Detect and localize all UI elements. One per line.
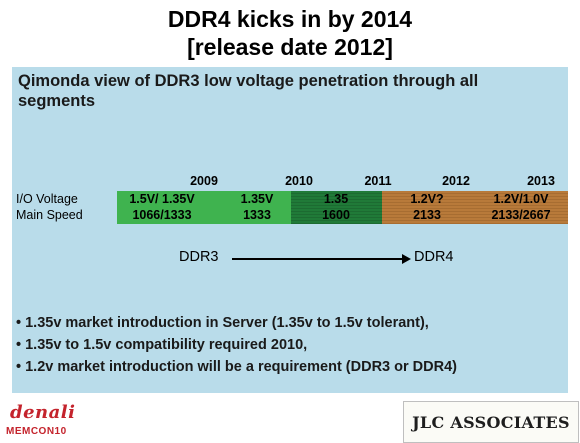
memcon-logo-text: MEMCON10 bbox=[6, 426, 67, 437]
bullet-item: • 1.35v to 1.5v compatibility required 2… bbox=[16, 337, 308, 353]
io-voltage-2011: 1.35 bbox=[323, 192, 349, 206]
bullet-list: • 1.35v market introduction in Server (1… bbox=[16, 312, 564, 378]
year-2013: 2013 bbox=[527, 174, 555, 188]
band-brown: 1.2V? 1.2V/1.0V 2133 2133/2667 bbox=[382, 191, 568, 224]
ddr3-label: DDR3 bbox=[179, 249, 219, 265]
year-2011: 2011 bbox=[364, 174, 392, 188]
year-header-row: 2009 2010 2011 2012 2013 bbox=[12, 174, 568, 192]
denali-memcon-logo: denali MEMCON10 bbox=[4, 402, 88, 440]
denali-logo-text: denali bbox=[10, 402, 76, 423]
main-speed-2013: 2133/2667 bbox=[491, 208, 551, 222]
year-2012: 2012 bbox=[442, 174, 470, 188]
io-voltage-2013: 1.2V/1.0V bbox=[493, 192, 549, 206]
io-voltage-2012: 1.2V? bbox=[410, 192, 444, 206]
arrow-line bbox=[232, 258, 406, 260]
row-labels: I/O Voltage Main Speed bbox=[16, 191, 83, 223]
main-speed-2010: 1333 bbox=[243, 208, 271, 222]
io-voltage-2010: 1.35V bbox=[240, 192, 274, 206]
ddr4-label: DDR4 bbox=[414, 249, 454, 265]
io-voltage-2009: 1.5V/ 1.35V bbox=[129, 192, 195, 206]
year-2009: 2009 bbox=[190, 174, 218, 188]
transition-arrow-row: DDR3 DDR4 bbox=[12, 249, 568, 273]
bullet-item: • 1.35v market introduction in Server (1… bbox=[16, 315, 429, 331]
main-speed-2011: 1600 bbox=[322, 208, 350, 222]
panel-subtitle: Qimonda view of DDR3 low voltage penetra… bbox=[18, 72, 479, 110]
jlc-logo-text: JLC ASSOCIATES bbox=[412, 412, 570, 432]
content-panel: Qimonda view of DDR3 low voltage penetra… bbox=[12, 67, 568, 393]
row-label-io-voltage: I/O Voltage bbox=[16, 192, 78, 206]
year-2010: 2010 bbox=[285, 174, 313, 188]
jlc-associates-logo: JLC ASSOCIATES bbox=[403, 401, 579, 443]
arrow-right-icon bbox=[402, 254, 411, 264]
main-speed-2009: 1066/1333 bbox=[132, 208, 192, 222]
main-speed-2012: 2133 bbox=[413, 208, 441, 222]
band-dark-green: 1.35 1600 bbox=[291, 191, 382, 224]
slide-title-line1: DDR4 kicks in by 2014 bbox=[167, 6, 413, 32]
row-label-main-speed: Main Speed bbox=[16, 208, 83, 222]
band-light-green: 1.5V/ 1.35V 1.35V 1066/1333 1333 bbox=[117, 191, 291, 224]
slide-title-line2: [release date 2012] bbox=[187, 34, 393, 60]
bullet-item: • 1.2v market introduction will be a req… bbox=[16, 359, 457, 375]
